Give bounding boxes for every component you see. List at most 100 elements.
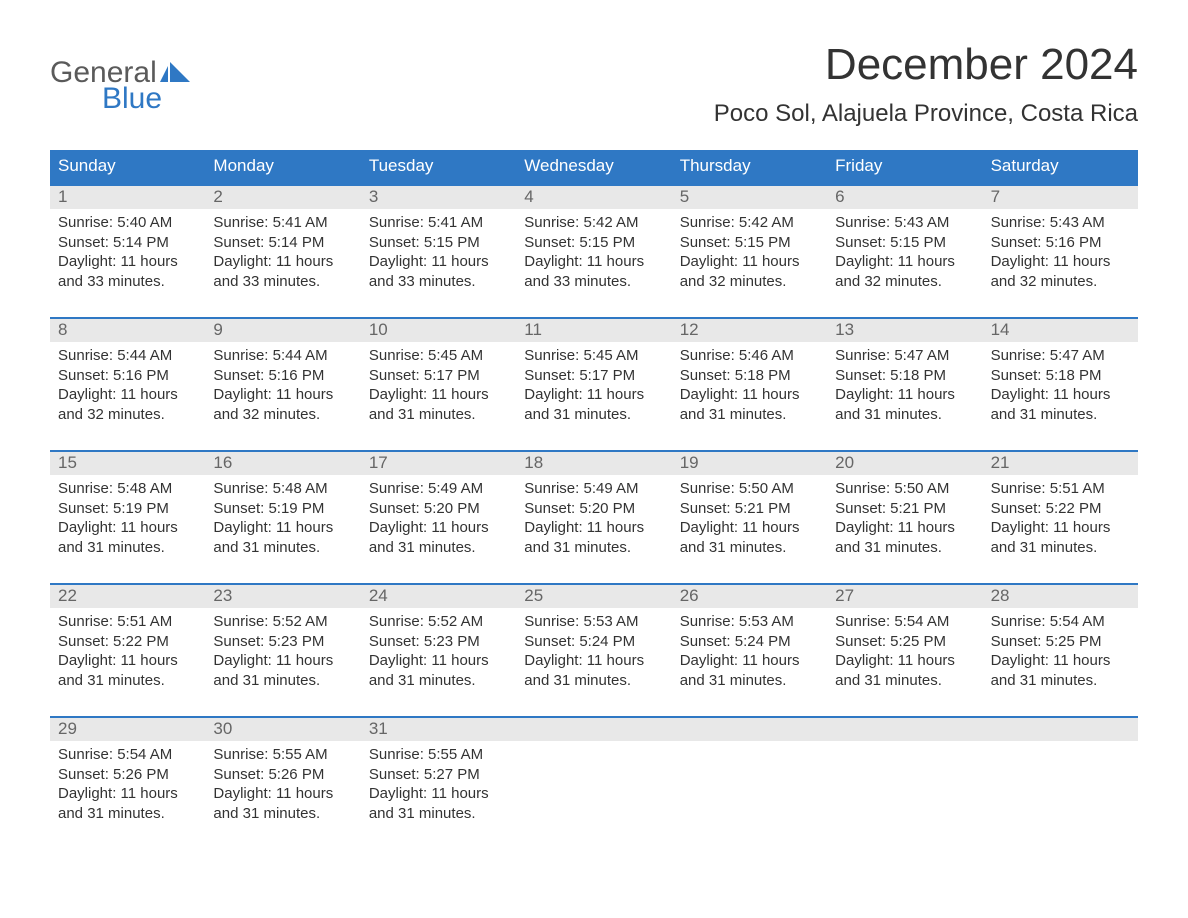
dl1-text: Daylight: 11 hours bbox=[213, 252, 352, 272]
day-number: 9 bbox=[205, 319, 360, 342]
sunset-text: Sunset: 5:21 PM bbox=[680, 499, 819, 519]
sunrise-text: Sunrise: 5:55 AM bbox=[213, 745, 352, 765]
sunset-text: Sunset: 5:26 PM bbox=[58, 765, 197, 785]
calendar: Sunday Monday Tuesday Wednesday Thursday… bbox=[50, 150, 1138, 839]
weeks-container: 1234567Sunrise: 5:40 AMSunset: 5:14 PMDa… bbox=[50, 184, 1138, 839]
day-header: Tuesday bbox=[361, 150, 516, 184]
dl1-text: Daylight: 11 hours bbox=[369, 252, 508, 272]
day-number bbox=[983, 718, 1138, 741]
dl1-text: Daylight: 11 hours bbox=[369, 784, 508, 804]
dl2-text: and 31 minutes. bbox=[991, 671, 1130, 691]
dl1-text: Daylight: 11 hours bbox=[680, 651, 819, 671]
dl1-text: Daylight: 11 hours bbox=[991, 252, 1130, 272]
day-cell: Sunrise: 5:41 AMSunset: 5:15 PMDaylight:… bbox=[361, 209, 516, 307]
day-cell: Sunrise: 5:52 AMSunset: 5:23 PMDaylight:… bbox=[205, 608, 360, 706]
day-number: 24 bbox=[361, 585, 516, 608]
day-number: 8 bbox=[50, 319, 205, 342]
day-header: Saturday bbox=[983, 150, 1138, 184]
day-header-row: Sunday Monday Tuesday Wednesday Thursday… bbox=[50, 150, 1138, 184]
dl2-text: and 31 minutes. bbox=[58, 538, 197, 558]
dl2-text: and 31 minutes. bbox=[835, 671, 974, 691]
day-number: 2 bbox=[205, 186, 360, 209]
sunrise-text: Sunrise: 5:53 AM bbox=[524, 612, 663, 632]
dl1-text: Daylight: 11 hours bbox=[680, 385, 819, 405]
sunset-text: Sunset: 5:14 PM bbox=[58, 233, 197, 253]
dl1-text: Daylight: 11 hours bbox=[213, 784, 352, 804]
sunrise-text: Sunrise: 5:41 AM bbox=[213, 213, 352, 233]
day-cell: Sunrise: 5:45 AMSunset: 5:17 PMDaylight:… bbox=[361, 342, 516, 440]
dl2-text: and 31 minutes. bbox=[991, 405, 1130, 425]
week-row: 891011121314Sunrise: 5:44 AMSunset: 5:16… bbox=[50, 317, 1138, 440]
day-number: 3 bbox=[361, 186, 516, 209]
sunset-text: Sunset: 5:22 PM bbox=[58, 632, 197, 652]
dl2-text: and 31 minutes. bbox=[524, 671, 663, 691]
day-cell: Sunrise: 5:53 AMSunset: 5:24 PMDaylight:… bbox=[516, 608, 671, 706]
sunrise-text: Sunrise: 5:53 AM bbox=[680, 612, 819, 632]
day-number: 14 bbox=[983, 319, 1138, 342]
sunrise-text: Sunrise: 5:50 AM bbox=[680, 479, 819, 499]
sunrise-text: Sunrise: 5:42 AM bbox=[524, 213, 663, 233]
day-cell: Sunrise: 5:55 AMSunset: 5:26 PMDaylight:… bbox=[205, 741, 360, 839]
dl2-text: and 31 minutes. bbox=[835, 405, 974, 425]
sunrise-text: Sunrise: 5:52 AM bbox=[369, 612, 508, 632]
dl1-text: Daylight: 11 hours bbox=[680, 518, 819, 538]
dl1-text: Daylight: 11 hours bbox=[213, 651, 352, 671]
dl2-text: and 31 minutes. bbox=[58, 804, 197, 824]
day-cell: Sunrise: 5:44 AMSunset: 5:16 PMDaylight:… bbox=[205, 342, 360, 440]
dl2-text: and 32 minutes. bbox=[991, 272, 1130, 292]
sunrise-text: Sunrise: 5:47 AM bbox=[991, 346, 1130, 366]
dl2-text: and 31 minutes. bbox=[835, 538, 974, 558]
sunset-text: Sunset: 5:24 PM bbox=[680, 632, 819, 652]
sunset-text: Sunset: 5:25 PM bbox=[991, 632, 1130, 652]
dl2-text: and 31 minutes. bbox=[213, 804, 352, 824]
day-number: 16 bbox=[205, 452, 360, 475]
dl2-text: and 31 minutes. bbox=[213, 671, 352, 691]
day-content-row: Sunrise: 5:54 AMSunset: 5:26 PM Daylight:… bbox=[50, 741, 1138, 839]
sunset-text: Sunset: 5:17 PM bbox=[369, 366, 508, 386]
day-header: Friday bbox=[827, 150, 982, 184]
day-number-row: 891011121314 bbox=[50, 317, 1138, 342]
day-number: 30 bbox=[205, 718, 360, 741]
header: General Blue December 2024 Poco Sol, Ala… bbox=[50, 40, 1138, 142]
day-number: 10 bbox=[361, 319, 516, 342]
sunset-text: Sunset: 5:23 PM bbox=[213, 632, 352, 652]
day-content-row: Sunrise: 5:44 AMSunset: 5:16 PMDaylight:… bbox=[50, 342, 1138, 440]
sunrise-text: Sunrise: 5:44 AM bbox=[58, 346, 197, 366]
day-cell: Sunrise: 5:42 AMSunset: 5:15 PMDaylight:… bbox=[672, 209, 827, 307]
day-number: 4 bbox=[516, 186, 671, 209]
sunrise-text: Sunrise: 5:48 AM bbox=[213, 479, 352, 499]
dl1-text: Daylight: 11 hours bbox=[680, 252, 819, 272]
sunrise-text: Sunrise: 5:43 AM bbox=[991, 213, 1130, 233]
day-number: 6 bbox=[827, 186, 982, 209]
dl1-text: Daylight: 11 hours bbox=[991, 651, 1130, 671]
dl2-text: and 31 minutes. bbox=[524, 538, 663, 558]
dl1-text: Daylight: 11 hours bbox=[991, 518, 1130, 538]
sunset-text: Sunset: 5:19 PM bbox=[58, 499, 197, 519]
sunrise-text: Sunrise: 5:49 AM bbox=[369, 479, 508, 499]
day-header: Thursday bbox=[672, 150, 827, 184]
sunrise-text: Sunrise: 5:54 AM bbox=[58, 745, 197, 765]
sunrise-text: Sunrise: 5:51 AM bbox=[58, 612, 197, 632]
dl2-text: and 31 minutes. bbox=[680, 671, 819, 691]
sunset-text: Sunset: 5:23 PM bbox=[369, 632, 508, 652]
sunrise-text: Sunrise: 5:44 AM bbox=[213, 346, 352, 366]
day-cell: Sunrise: 5:47 AMSunset: 5:18 PMDaylight:… bbox=[983, 342, 1138, 440]
day-number: 18 bbox=[516, 452, 671, 475]
sunrise-text: Sunrise: 5:55 AM bbox=[369, 745, 508, 765]
sunset-text: Sunset: 5:15 PM bbox=[369, 233, 508, 253]
dl1-text: Daylight: 11 hours bbox=[213, 385, 352, 405]
logo-word-blue: Blue bbox=[50, 84, 190, 114]
dl2-text: and 33 minutes. bbox=[58, 272, 197, 292]
day-cell: Sunrise: 5:49 AMSunset: 5:20 PMDaylight:… bbox=[361, 475, 516, 573]
dl1-text: Daylight: 11 hours bbox=[58, 252, 197, 272]
day-number: 31 bbox=[361, 718, 516, 741]
day-number: 11 bbox=[516, 319, 671, 342]
sunset-text: Sunset: 5:17 PM bbox=[524, 366, 663, 386]
sunset-text: Sunset: 5:18 PM bbox=[991, 366, 1130, 386]
day-cell: Sunrise: 5:50 AMSunset: 5:21 PMDaylight:… bbox=[672, 475, 827, 573]
day-number: 21 bbox=[983, 452, 1138, 475]
sunrise-text: Sunrise: 5:45 AM bbox=[369, 346, 508, 366]
sunset-text: Sunset: 5:16 PM bbox=[213, 366, 352, 386]
day-number: 13 bbox=[827, 319, 982, 342]
day-cell: Sunrise: 5:43 AMSunset: 5:16 PMDaylight:… bbox=[983, 209, 1138, 307]
